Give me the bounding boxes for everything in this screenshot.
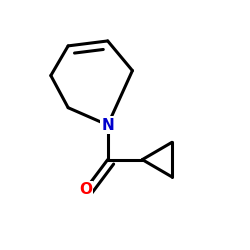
Text: N: N [101, 118, 114, 132]
Text: O: O [79, 182, 92, 197]
